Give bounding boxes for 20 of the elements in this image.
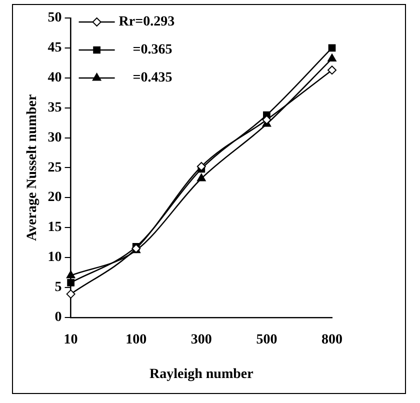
y-tick-label: 35 — [48, 100, 62, 116]
y-axis-title: Average Nusselt number — [25, 94, 40, 242]
legend-label: =0.435 — [132, 70, 172, 86]
y-tick-label: 15 — [48, 220, 62, 236]
y-tick-label: 25 — [48, 160, 62, 176]
x-tick-label: 100 — [126, 332, 147, 348]
x-axis-title: Rayleigh number — [149, 367, 254, 382]
legend-label: Rr=0.293 — [118, 14, 175, 30]
x-tick-label: 300 — [190, 332, 212, 348]
x-tick-label: 800 — [322, 332, 342, 348]
y-tick-label: 20 — [48, 190, 62, 206]
x-tick-label: 500 — [256, 332, 278, 348]
y-tick-label: 45 — [48, 40, 62, 56]
y-tick-label: 0 — [54, 310, 62, 326]
y-tick-label: 10 — [48, 250, 62, 266]
y-tick-label: 50 — [48, 10, 62, 26]
legend-label: =0.365 — [132, 42, 172, 58]
y-tick-label: 5 — [54, 280, 62, 296]
y-tick-label: 40 — [48, 70, 62, 86]
y-tick-label: 30 — [48, 130, 62, 146]
